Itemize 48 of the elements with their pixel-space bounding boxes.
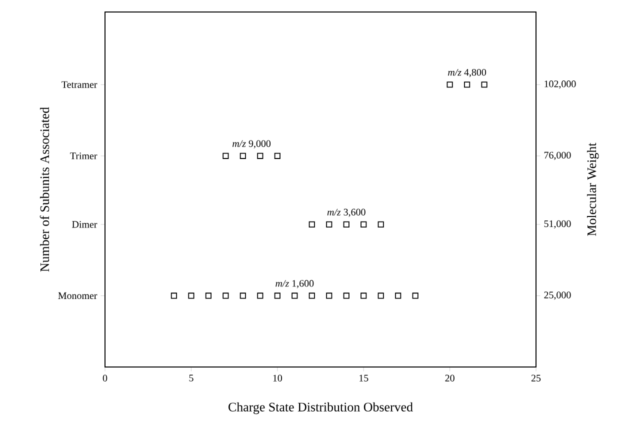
point — [257, 292, 264, 299]
point — [481, 82, 488, 88]
y2-axis-title: Molecular Weight — [587, 142, 599, 236]
text: Trimer — [70, 152, 98, 160]
point — [308, 221, 315, 228]
point — [395, 292, 402, 299]
point — [378, 292, 384, 299]
text: Tetramer — [62, 81, 98, 88]
y-axis-title: Number of Subunits Associated — [40, 107, 50, 272]
annotation: m/z 1,600 — [276, 280, 314, 288]
point — [308, 292, 315, 299]
y2-tick-label: 76,000 — [544, 152, 571, 160]
x-axis-title: Charge State Distribution Observed — [228, 402, 413, 414]
x-tick-label: 15 — [360, 374, 368, 382]
point — [326, 221, 332, 228]
point — [222, 292, 229, 299]
x-tick-label: 10 — [273, 374, 282, 382]
point — [343, 221, 350, 228]
point — [170, 292, 178, 299]
point — [240, 152, 246, 159]
point — [257, 152, 264, 159]
point — [205, 292, 212, 299]
point — [274, 152, 280, 159]
point — [292, 292, 298, 299]
point — [464, 82, 470, 88]
point — [360, 292, 367, 299]
annotation: m/z 9,000 — [232, 140, 271, 148]
x-tick-label: 20 — [445, 374, 454, 382]
point — [446, 82, 453, 88]
y2-tick-label: 51,000 — [544, 220, 571, 229]
y2-tick-label: 102,000 — [544, 80, 576, 89]
point — [274, 292, 280, 299]
text: Dimer — [72, 221, 98, 228]
point — [412, 292, 418, 299]
point — [378, 221, 384, 228]
text: Monomer — [58, 292, 98, 300]
x-tick-label: 0 — [102, 374, 108, 382]
point — [188, 292, 194, 299]
annotation: m/z 4,800 — [448, 68, 486, 78]
x-tick-label: 5 — [189, 374, 194, 382]
point — [240, 292, 246, 299]
y2-tick-label: 25,000 — [544, 292, 571, 300]
point — [222, 152, 229, 159]
point — [343, 292, 350, 299]
point — [360, 221, 367, 228]
point — [326, 292, 332, 299]
x-tick-label: 25 — [531, 374, 541, 382]
annotation: m/z 3,600 — [327, 208, 366, 217]
